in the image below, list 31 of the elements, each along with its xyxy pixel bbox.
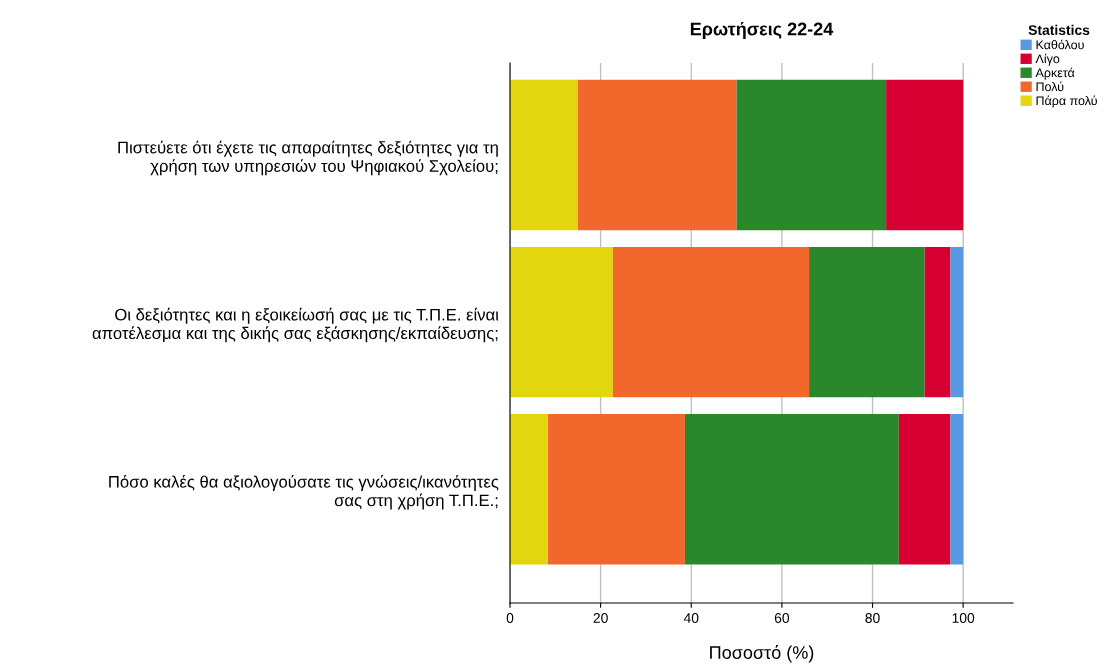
bar bbox=[950, 414, 964, 565]
bar bbox=[684, 414, 899, 565]
bar bbox=[577, 79, 737, 231]
y-tick-label: Πόσο καλές θα αξιολογούσατε τις γνώσεις/ικανότητες σας στη χρήση Τ.Π.Ε.; bbox=[109, 475, 499, 510]
bar bbox=[950, 246, 964, 398]
legend-title: Statistics bbox=[1028, 24, 1090, 35]
x-axis-title: Ποσοστό (%) bbox=[710, 645, 814, 663]
bar bbox=[548, 414, 685, 565]
x-tick-label: 20 bbox=[593, 613, 608, 623]
x-tick-label: 100 bbox=[952, 613, 975, 623]
x-tick-label: 60 bbox=[774, 613, 790, 623]
bar bbox=[510, 414, 549, 565]
legend-label: Πάρα πολύ bbox=[1036, 95, 1097, 108]
x-tick-label: 80 bbox=[865, 613, 880, 623]
bar bbox=[736, 79, 887, 231]
x-tick-label: 0 bbox=[506, 613, 514, 623]
legend-label: Λίγο bbox=[1035, 53, 1060, 66]
legend-label: Αρκετά bbox=[1035, 67, 1075, 80]
y-tick-label: Πιστεύετε ότι έχετε τις απαραίτητες δεξιότητες για τη χρήση των υπηρεσιών του Ψηφιακού Σχολείου; bbox=[118, 140, 498, 176]
legend-label: Καθόλου bbox=[1036, 39, 1084, 50]
bar bbox=[924, 246, 951, 398]
bar bbox=[510, 246, 613, 398]
bar bbox=[510, 79, 578, 231]
bar bbox=[809, 246, 925, 398]
y-tick-label: Οι δεξιότητες και η εξοικείωσή σας με τις Τ.Π.Ε. είναι αποτέλεσμα και της δικής σας εξάσκησης/εκπαίδευσης; bbox=[92, 307, 499, 343]
legend-label: Πολύ bbox=[1036, 81, 1064, 92]
bar bbox=[886, 79, 964, 231]
x-tick-label: 40 bbox=[683, 613, 699, 623]
bar bbox=[898, 414, 951, 565]
chart-title: Ερωτήσεις 22-24 bbox=[690, 21, 834, 39]
bar bbox=[612, 246, 810, 398]
